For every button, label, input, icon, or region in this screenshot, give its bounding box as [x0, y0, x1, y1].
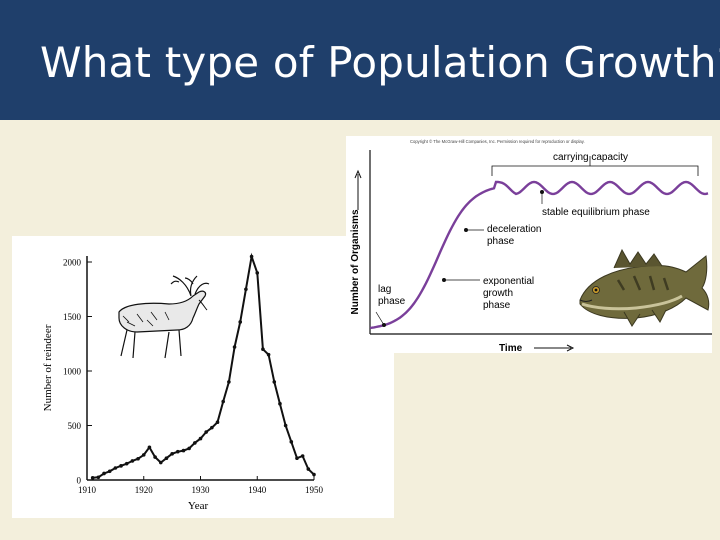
reindeer-chart: 0 500 1000 1500 2000 1910 1920 1930 1940 1950 Nu…: [42, 252, 324, 512]
x-tick-label: 1930: [192, 485, 211, 495]
reindeer-data-point: [306, 467, 311, 471]
reindeer-data-point: [238, 320, 243, 324]
y-axis-arrow: [354, 169, 362, 210]
reindeer-data-point: [210, 425, 214, 430]
logistic-chart-panel: Copyright © The McGraw-Hill Companies, I…: [346, 136, 712, 354]
reindeer-data-point: [266, 352, 271, 357]
logistic-growth-curve: [369, 180, 709, 330]
x-axis-arrow: [534, 344, 575, 352]
deceleration-label-1: deceleration: [487, 224, 541, 235]
x-axis-label: Time: [499, 343, 523, 353]
reindeer-data-point: [312, 472, 316, 477]
y-tick-label: 2000: [63, 258, 82, 268]
carrying-capacity-label: carrying capacity: [553, 152, 628, 163]
carrying-capacity-bracket: [491, 156, 699, 176]
x-axis-label: Year: [188, 500, 209, 512]
reindeer-data-point: [153, 455, 157, 459]
stable-equilibrium-label: stable equilibrium phase: [542, 207, 650, 218]
reindeer-data-point: [255, 271, 260, 275]
reindeer-chart-panel: 0 500 1000 1500 2000 1910 1920 1930 1940 1950 Nu…: [12, 236, 394, 518]
reindeer-data-point: [107, 469, 112, 474]
lag-label-1: lag: [378, 284, 391, 295]
reindeer-data-point: [300, 454, 305, 458]
reindeer-data-point: [102, 471, 106, 476]
deceleration-label-2: phase: [487, 236, 515, 247]
reindeer-data-point: [130, 459, 135, 463]
x-tick-label: 1950: [305, 485, 324, 495]
reindeer-data-point: [187, 446, 191, 451]
reindeer-data-point: [244, 287, 248, 292]
reindeer-data-point: [119, 464, 123, 468]
exponential-label-3: phase: [483, 300, 511, 311]
lag-label-2: phase: [378, 296, 406, 307]
reindeer-data-point: [113, 466, 118, 470]
y-tick-label: 0: [77, 476, 82, 486]
reindeer-data-point: [90, 476, 95, 480]
exponential-label-1: exponential: [483, 276, 534, 287]
y-tick-label: 1500: [63, 312, 82, 322]
exponential-label-2: growth: [483, 288, 513, 299]
y-axis-label: Number of reindeer: [42, 324, 54, 411]
copyright-note: Copyright © The McGraw-Hill Companies, I…: [410, 139, 585, 144]
reindeer-data-point: [181, 448, 186, 453]
reindeer-data-point: [295, 456, 299, 460]
reindeer-data-point: [204, 430, 208, 434]
x-tick-label: 1920: [135, 485, 154, 495]
reindeer-data-point: [221, 399, 225, 404]
reindeer-data-point: [96, 475, 101, 480]
y-tick-label: 1000: [63, 367, 82, 377]
y-axis-label: Number of Organisms: [350, 209, 361, 314]
reindeer-data-point: [158, 460, 163, 465]
reindeer-data-point: [283, 423, 288, 428]
reindeer-icon: [118, 275, 210, 359]
reindeer-data-point: [164, 456, 169, 460]
slide-title: What type of Population Growth?: [40, 38, 720, 87]
reindeer-data-point: [141, 453, 146, 457]
reindeer-data-point: [215, 420, 220, 425]
reindeer-data-point: [272, 380, 277, 384]
logistic-chart: Copyright © The McGraw-Hill Companies, I…: [350, 139, 712, 354]
reindeer-data-point: [170, 452, 174, 456]
lag-leader: [375, 311, 385, 326]
reindeer-data-point: [249, 254, 254, 259]
reindeer-data-point: [278, 401, 282, 406]
reindeer-data-point: [147, 445, 152, 450]
reindeer-data-point: [261, 347, 265, 351]
title-bar: What type of Population Growth?: [0, 0, 720, 120]
reindeer-data-point: [176, 449, 180, 454]
reindeer-data-point: [193, 441, 197, 445]
reindeer-data-point: [136, 456, 140, 461]
reindeer-data-point: [124, 461, 129, 466]
reindeer-series-line: [92, 252, 315, 479]
reindeer-data-point: [198, 436, 203, 441]
reindeer-data-point: [227, 380, 231, 384]
reindeer-data-point: [232, 345, 237, 349]
x-tick-label: 1940: [248, 485, 267, 495]
y-tick-label: 500: [68, 421, 82, 431]
fish-icon: [579, 248, 710, 327]
reindeer-data-point: [289, 440, 294, 444]
x-tick-label: 1910: [78, 485, 97, 495]
